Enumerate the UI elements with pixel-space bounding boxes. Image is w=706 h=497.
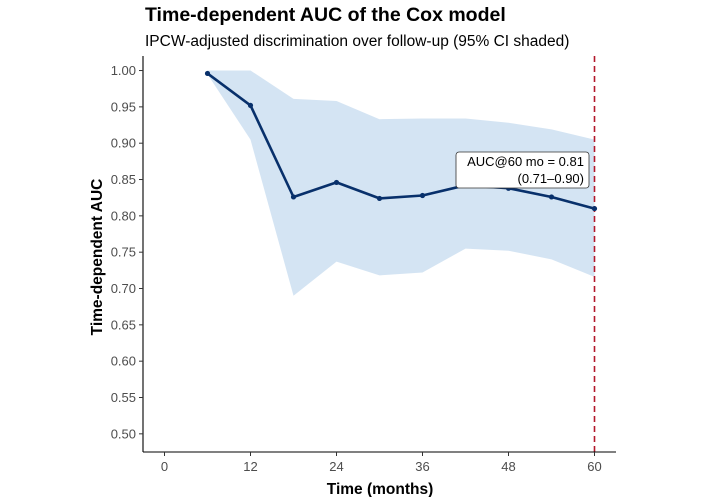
chart-title: Time-dependent AUC of the Cox model (145, 4, 506, 26)
y-tick-label: 0.80 (111, 208, 136, 223)
x-tick-label: 12 (243, 459, 257, 474)
y-tick-label: 0.75 (111, 245, 136, 260)
x-tick-label: 48 (501, 459, 515, 474)
auc-annotation: AUC@60 mo = 0.81 (0.71–0.90) (455, 151, 590, 189)
x-tick-label: 60 (587, 459, 601, 474)
x-ticks: 0 12 24 36 48 60 (161, 452, 602, 474)
y-tick-label: 0.60 (111, 354, 136, 369)
ci-band (207, 70, 595, 296)
y-tick-label: 0.50 (111, 426, 136, 441)
x-tick-label: 0 (161, 459, 168, 474)
y-tick-label: 0.70 (111, 281, 136, 296)
auc-point (247, 102, 254, 109)
auc-point (419, 192, 426, 199)
auc-point (376, 195, 383, 202)
x-tick-label: 36 (415, 459, 429, 474)
y-ticks: 0.50 0.55 0.60 0.65 0.70 0.75 0.80 0.85 0.90 0.95… (111, 63, 143, 441)
y-tick-label: 0.55 (111, 390, 136, 405)
auc-point (204, 70, 211, 77)
auc-line (206, 72, 595, 210)
auc-point (548, 194, 555, 200)
y-tick-label: 0.90 (111, 136, 136, 151)
y-axis-title: Time-dependent AUC (89, 179, 106, 336)
auc-point (591, 205, 598, 212)
plot-area (204, 56, 598, 452)
y-tick-label: 0.85 (111, 172, 136, 187)
annotation-line2: (0.71–0.90) (518, 171, 585, 186)
annotation-box (455, 151, 590, 189)
y-tick-label: 0.95 (111, 99, 136, 114)
auc-point (333, 179, 340, 186)
y-tick-label: 1.00 (111, 63, 136, 78)
x-tick-label: 24 (329, 459, 343, 474)
auc-point (290, 194, 297, 200)
y-tick-label: 0.65 (111, 317, 136, 332)
chart-subtitle: IPCW-adjusted discrimination over follow… (145, 33, 569, 50)
x-axis-title: Time (months) (327, 481, 434, 497)
annotation-line1: AUC@60 mo = 0.81 (467, 154, 584, 169)
